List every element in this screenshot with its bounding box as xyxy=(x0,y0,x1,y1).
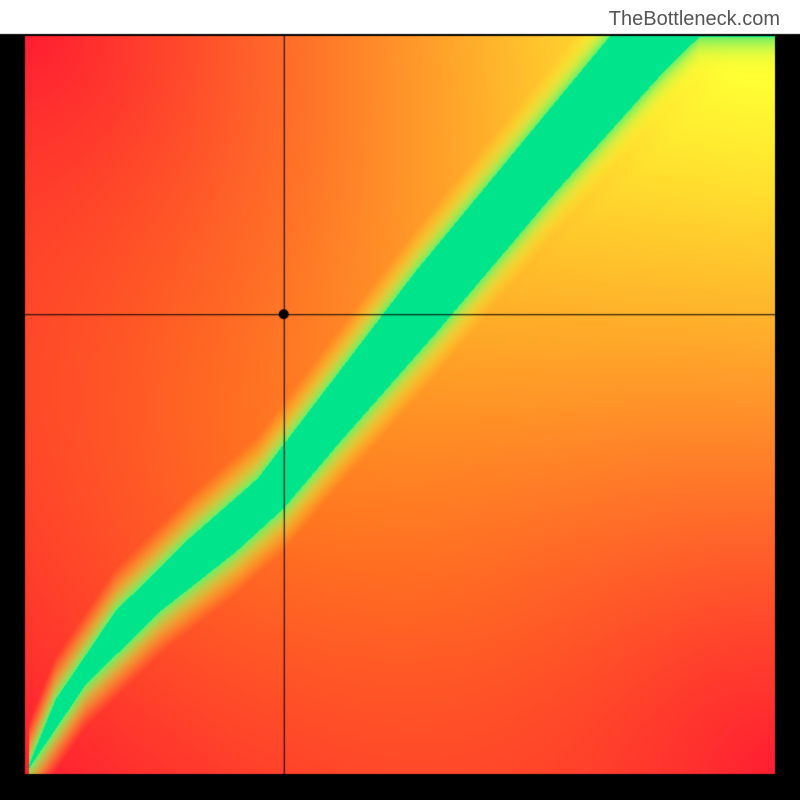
watermark-text: TheBottleneck.com xyxy=(609,8,780,31)
chart-container: TheBottleneck.com xyxy=(0,0,800,800)
heatmap-canvas xyxy=(0,0,800,800)
